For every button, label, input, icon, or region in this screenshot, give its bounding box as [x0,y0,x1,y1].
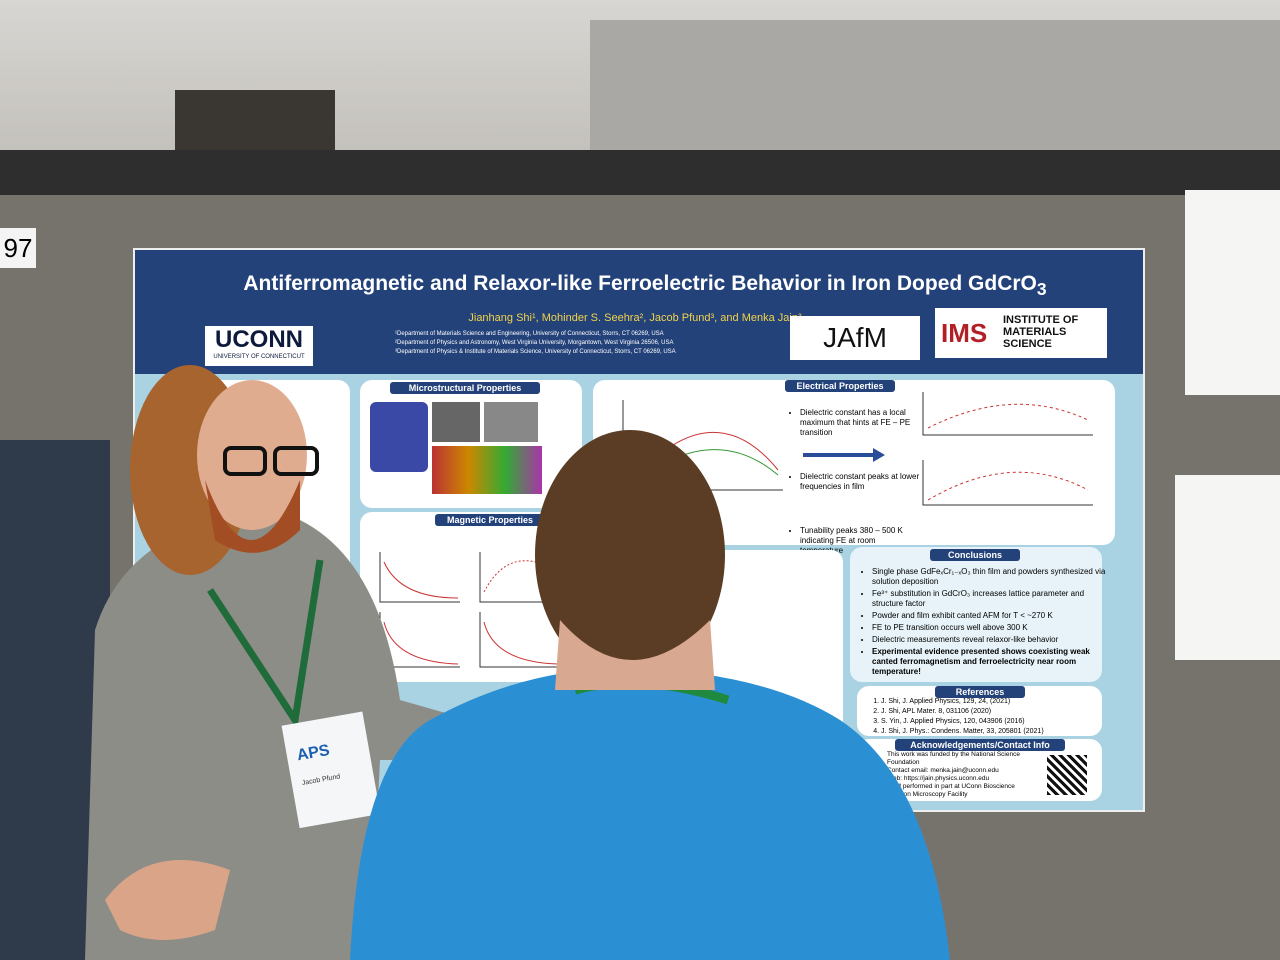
affiliations: ¹Department of Materials Science and Eng… [395,330,875,357]
reference: J. Shi, APL Mater. 8, 031106 (2020) [881,708,1044,716]
ims-logo: IMS INSTITUTE OF MATERIALS SCIENCE [935,308,1107,358]
left-person-beard [205,480,300,553]
conclusion-bullet: Powder and film exhibit canted AFM for T… [872,611,1107,621]
acknowledgements-lines: This work was funded by the National Sci… [887,751,1037,799]
sem-image [484,402,538,442]
poster-title: Antiferromagnetic and Relaxor-like Ferro… [165,272,1125,300]
acknowledgement-line: This work was funded by the National Sci… [887,751,1020,766]
conclusion-bullet: FE to PE transition occurs well above 30… [872,623,1107,633]
conclusion-bullet: Experimental evidence presented shows co… [872,647,1107,677]
ims-word: IMS [941,318,988,348]
glasses [223,446,267,476]
microstructural-panel [360,380,582,508]
right-person-head [535,430,725,680]
booth-number: 97 [0,228,36,268]
conclusion-bullet: Single phase GdFeₓCr₁₋ₓO₃ thin film and … [872,567,1107,587]
left-person-hand [105,860,230,940]
conclusions-heading: Conclusions [930,549,1020,561]
authors: Jianhang Shi¹, Mohinder S. Seehra², Jaco… [468,312,802,324]
far-wall [590,20,1280,160]
references-heading: References [935,686,1025,698]
microstructural-heading: Microstructural Properties [390,382,540,394]
reference: J. Shi, J. Phys.: Condens. Matter, 33, 2… [881,728,1044,736]
conclusion-bullet: Fe³⁺ substitution in GdCrO₃ increases la… [872,589,1107,609]
reference: J. Shi, J. Applied Physics, 129, 24, (20… [881,698,1044,706]
conclusions-bullets: Single phase GdFeₓCr₁₋ₓO₃ thin film and … [860,567,1107,679]
acknowledgement-line: SEM performed in part at UConn Bioscienc… [887,783,1015,798]
uconn-sub: UNIVERSITY OF CONNECTICUT [213,354,305,360]
lanyard [207,559,324,730]
affiliation: ²Department of Physics and Astronomy, We… [395,340,674,346]
uconn-word: UCONN [215,326,303,353]
electrical-bullet: Dielectric constant peaks at lower frequ… [800,472,920,492]
neighbor-paper [1185,190,1280,395]
badge-org: APS [296,742,332,765]
reference: S. Yin, J. Applied Physics, 120, 043906 … [881,718,1044,726]
qr-code [1047,755,1087,795]
uconn-logo: UCONN UNIVERSITY OF CONNECTICUT [205,326,313,366]
glasses [273,446,319,476]
board-top [0,150,1280,198]
electrical-heading: Electrical Properties [785,380,895,392]
title-text: Antiferromagnetic and Relaxor-like Ferro… [243,272,1037,295]
badge [281,711,381,829]
title-subscript: 3 [1036,279,1047,300]
conclusions-panel: Single phase GdFeₓCr₁₋ₓO₃ thin film and … [850,547,1105,682]
electrical-bullet: Dielectric constant has a local maximum … [800,408,920,438]
references-list: J. Shi, J. Applied Physics, 129, 24, (20… [857,698,1044,738]
jafm-logo: JAfM [790,316,920,360]
acknowledgement-line: Web: https://jain.physics.uconn.edu [887,775,990,782]
affiliation: ¹Department of Materials Science and Eng… [395,331,664,337]
ims-name: INSTITUTE OF MATERIALS SCIENCE [1003,314,1079,350]
affiliation: ³Department of Physics & Institute of Ma… [395,349,676,355]
sem-image [432,402,480,442]
conclusion-bullet: Dielectric measurements reveal relaxor-l… [872,635,1107,645]
right-person-neck [555,620,715,690]
eds-maps [432,446,542,494]
neighbor-paper [1175,475,1280,660]
acknowledgement-line: Contact email: menka.jain@uconn.edu [887,767,999,774]
crystal-image [370,402,428,472]
left-person-face [197,380,307,530]
right-person-shirt [350,668,950,960]
magnetic-heading: Magnetic Properties [435,514,545,526]
acknowledgements-heading: Acknowledgements/Contact Info [895,739,1065,751]
left-person-shirt [85,520,480,960]
